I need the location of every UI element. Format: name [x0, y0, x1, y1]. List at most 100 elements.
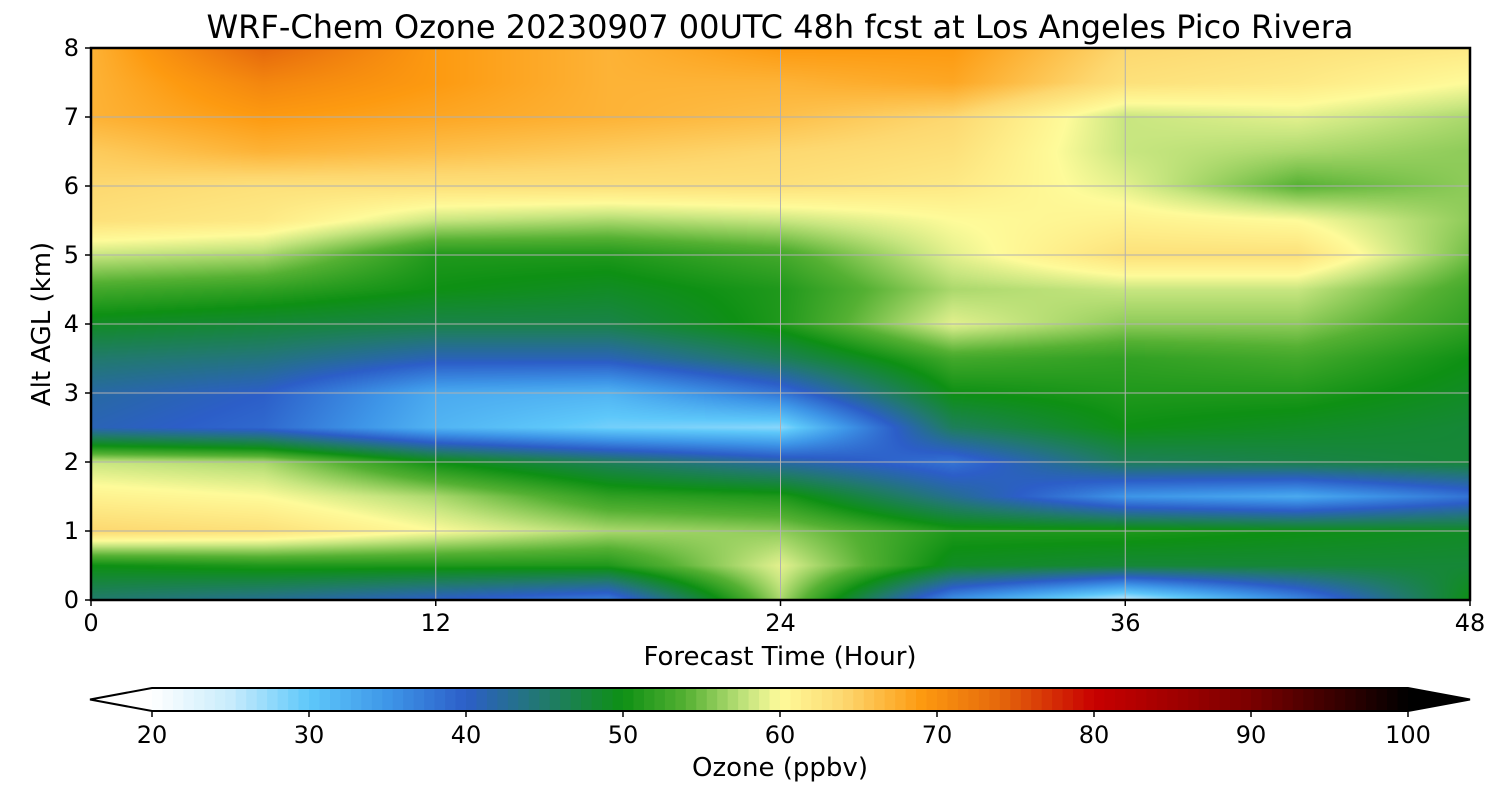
- colorbar-bin: [780, 688, 792, 711]
- colorbar-bin: [1397, 688, 1409, 711]
- colorbar-bin: [643, 688, 655, 711]
- colorbar-bin: [1240, 688, 1252, 711]
- colorbar-bin: [528, 688, 540, 711]
- colorbar-bin: [445, 688, 457, 711]
- colorbar-bin: [1282, 688, 1294, 711]
- chart-title: WRF-Chem Ozone 20230907 00UTC 48h fcst a…: [207, 8, 1354, 46]
- y-tick-label: 1: [64, 517, 79, 545]
- colorbar-bin: [476, 688, 488, 711]
- colorbar-bin: [1052, 688, 1064, 711]
- colorbar-bin: [214, 688, 226, 711]
- colorbar-bin: [152, 688, 164, 711]
- colorbar-bin: [424, 688, 436, 711]
- colorbar-bin: [560, 688, 572, 711]
- colorbar-bin: [267, 688, 279, 711]
- colorbar-tick-label: 100: [1385, 721, 1431, 749]
- colorbar-bin: [172, 688, 184, 711]
- colorbar-bin: [340, 688, 352, 711]
- colorbar-bin: [706, 688, 718, 711]
- colorbar-bin: [874, 688, 886, 711]
- colorbar-bin: [1387, 688, 1399, 711]
- colorbar-bin: [957, 688, 969, 711]
- colorbar-bin: [926, 688, 938, 711]
- colorbar-tick-label: 70: [922, 721, 953, 749]
- colorbar-bin: [235, 688, 247, 711]
- colorbar-bin: [1083, 688, 1095, 711]
- colorbar-bin: [675, 688, 687, 711]
- colorbar-bin: [696, 688, 708, 711]
- colorbar-bin: [1062, 688, 1074, 711]
- colorbar-bin: [759, 688, 771, 711]
- colorbar-bin: [727, 688, 739, 711]
- colorbar-bin: [1073, 688, 1085, 711]
- colorbar-bin: [664, 688, 676, 711]
- colorbar-tick-label: 80: [1079, 721, 1110, 749]
- y-tick-label: 3: [64, 379, 79, 407]
- y-tick-label: 7: [64, 103, 79, 131]
- colorbar-bin: [193, 688, 205, 711]
- colorbar-tick-label: 20: [137, 721, 168, 749]
- colorbar-bin: [1094, 688, 1106, 711]
- colorbar-bin: [549, 688, 561, 711]
- colorbar-bin: [486, 688, 498, 711]
- y-tick-label: 2: [64, 448, 79, 476]
- colorbar-bin: [968, 688, 980, 711]
- colorbar-bin: [539, 688, 551, 711]
- colorbar-bin: [1345, 688, 1357, 711]
- colorbar-bin: [633, 688, 645, 711]
- colorbar-max-extension: [1408, 688, 1470, 711]
- colorbar-bin: [298, 688, 310, 711]
- y-axis-label: Alt AGL (km): [27, 242, 57, 406]
- colorbar-bin: [371, 688, 383, 711]
- colorbar-bin: [947, 688, 959, 711]
- colorbar-tick-label: 60: [765, 721, 796, 749]
- colorbar-bin: [162, 688, 174, 711]
- colorbar-bin: [225, 688, 237, 711]
- colorbar-bin: [1041, 688, 1053, 711]
- x-tick-label: 48: [1455, 609, 1486, 637]
- x-tick-label: 0: [83, 609, 98, 637]
- colorbar-bin: [1010, 688, 1022, 711]
- y-tick-label: 0: [64, 586, 79, 614]
- colorbar-bin: [832, 688, 844, 711]
- colorbar-bin: [895, 688, 907, 711]
- colorbar: 20 30 40 50 60 70 80 90 100: [89, 687, 1471, 749]
- y-tick-label: 5: [64, 241, 79, 269]
- y-tick-label: 8: [64, 34, 79, 62]
- colorbar-bin: [1219, 688, 1231, 711]
- colorbar-bin: [329, 688, 341, 711]
- colorbar-bin: [361, 688, 373, 711]
- colorbar-bin: [916, 688, 928, 711]
- colorbar-bin: [1020, 688, 1032, 711]
- y-tick-label: 4: [64, 310, 79, 338]
- colorbar-bin: [1198, 688, 1210, 711]
- colorbar-tick-label: 90: [1236, 721, 1267, 749]
- colorbar-bin: [717, 688, 729, 711]
- colorbar-bin: [183, 688, 195, 711]
- colorbar-bin: [319, 688, 331, 711]
- colorbar-bin: [978, 688, 990, 711]
- colorbar-bin: [1188, 688, 1200, 711]
- colorbar-bin: [1146, 688, 1158, 711]
- colorbar-bin: [1292, 688, 1304, 711]
- colorbar-bin: [811, 688, 823, 711]
- colorbar-bin: [1334, 688, 1346, 711]
- colorbar-bin: [748, 688, 760, 711]
- colorbar-bin: [790, 688, 802, 711]
- colorbar-bin: [413, 688, 425, 711]
- colorbar-tick-label: 30: [294, 721, 325, 749]
- colorbar-bin: [1167, 688, 1179, 711]
- colorbar-tick-label: 40: [451, 721, 482, 749]
- colorbar-bin: [842, 688, 854, 711]
- colorbar-bin: [570, 688, 582, 711]
- colorbar-bin: [1303, 688, 1315, 711]
- y-axis-ticks: 0 1 2 3 4 5 6 7 8: [64, 34, 91, 614]
- colorbar-bin: [1104, 688, 1116, 711]
- colorbar-bin: [1230, 688, 1242, 711]
- colorbar-bin: [738, 688, 750, 711]
- colorbar-bin: [382, 688, 394, 711]
- colorbar-bin: [800, 688, 812, 711]
- colorbar-bin: [466, 688, 478, 711]
- colorbar-bin: [654, 688, 666, 711]
- colorbar-bin: [403, 688, 415, 711]
